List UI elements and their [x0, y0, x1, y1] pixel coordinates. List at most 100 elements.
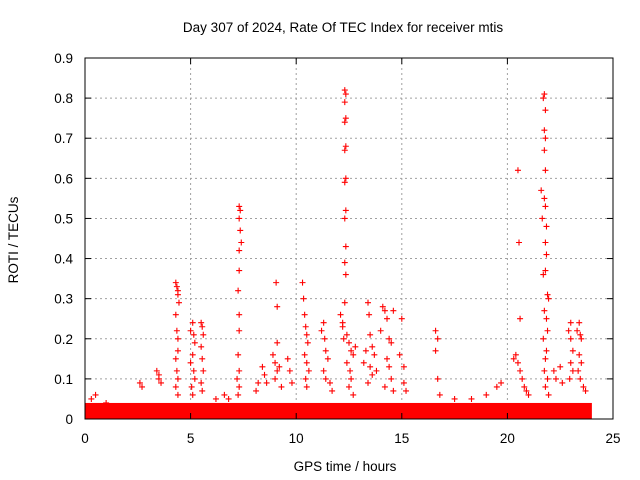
data-point [236, 327, 243, 334]
data-point [542, 107, 549, 114]
data-point [543, 251, 550, 258]
data-point [187, 359, 194, 366]
x-axis-label: GPS time / hours [294, 459, 397, 474]
data-point [212, 395, 219, 402]
data-point [189, 391, 196, 398]
data-point [348, 347, 355, 354]
data-point [136, 379, 143, 386]
data-point [350, 351, 357, 358]
data-point [342, 91, 349, 98]
data-point [576, 351, 583, 358]
data-point [305, 367, 312, 374]
data-point [198, 379, 205, 386]
data-point [377, 327, 384, 334]
data-point [158, 379, 165, 386]
data-point [521, 383, 528, 390]
data-point [514, 167, 521, 174]
x-tick-label: 15 [394, 431, 409, 446]
data-point [253, 387, 260, 394]
data-point [567, 335, 574, 342]
data-point [284, 355, 291, 362]
data-point [340, 335, 347, 342]
data-point [92, 391, 99, 398]
data-point [341, 299, 348, 306]
data-point [519, 375, 526, 382]
data-point [198, 319, 205, 326]
data-point [341, 259, 348, 266]
data-point [540, 335, 547, 342]
data-point [541, 367, 548, 374]
data-point [367, 363, 374, 370]
data-point [320, 319, 327, 326]
data-point [199, 323, 206, 330]
data-point [567, 359, 574, 366]
data-point [235, 391, 242, 398]
data-point [575, 367, 582, 374]
data-point [88, 395, 95, 402]
data-point [346, 339, 352, 346]
data-point [347, 367, 354, 374]
data-point [542, 203, 549, 210]
data-point [103, 399, 110, 406]
data-point [199, 387, 206, 394]
data-point [348, 375, 355, 382]
data-point [525, 391, 532, 398]
data-point [436, 391, 443, 398]
data-point [173, 327, 180, 334]
data-point [544, 327, 551, 334]
data-point [398, 315, 405, 322]
data-point [577, 375, 584, 382]
data-point [302, 375, 309, 382]
data-point [578, 335, 585, 342]
data-point [322, 347, 329, 354]
data-point [516, 239, 523, 246]
data-point [172, 279, 179, 286]
data-point [381, 383, 388, 390]
data-point [274, 367, 281, 374]
data-point [366, 311, 373, 318]
data-point [234, 375, 241, 382]
data-point [235, 351, 242, 358]
data-point [544, 291, 551, 298]
data-point [237, 207, 244, 214]
plot-frame [84, 57, 614, 420]
x-tick-label: 25 [605, 431, 620, 446]
data-point [272, 375, 279, 382]
data-point [352, 343, 359, 350]
data-point [541, 307, 548, 314]
data-point [276, 363, 283, 370]
y-axis-label: ROTI / TECUs [6, 196, 21, 283]
data-point [341, 179, 348, 186]
data-point [545, 391, 552, 398]
data-point [236, 247, 243, 254]
data-point [255, 379, 262, 386]
data-point [552, 375, 559, 382]
y-tick-label: 0.2 [54, 332, 73, 347]
data-point [538, 187, 545, 194]
data-point [172, 383, 179, 390]
data-point [139, 383, 146, 390]
data-point [542, 267, 549, 274]
data-point [577, 331, 584, 338]
data-point [337, 311, 344, 318]
data-point [153, 367, 160, 374]
data-point [343, 331, 350, 338]
data-point [301, 351, 308, 358]
data-point [236, 203, 243, 210]
data-point [390, 307, 397, 314]
data-point [388, 375, 395, 382]
data-point [542, 135, 549, 142]
data-point [235, 287, 242, 294]
data-point [273, 279, 280, 286]
data-point [342, 175, 349, 182]
data-point [369, 371, 376, 378]
x-tick-label: 0 [81, 431, 89, 446]
data-point [278, 383, 285, 390]
data-point [342, 115, 349, 122]
data-point [341, 119, 348, 126]
data-point [225, 395, 232, 402]
data-point [543, 223, 550, 230]
data-point [543, 347, 550, 354]
data-point [432, 347, 439, 354]
